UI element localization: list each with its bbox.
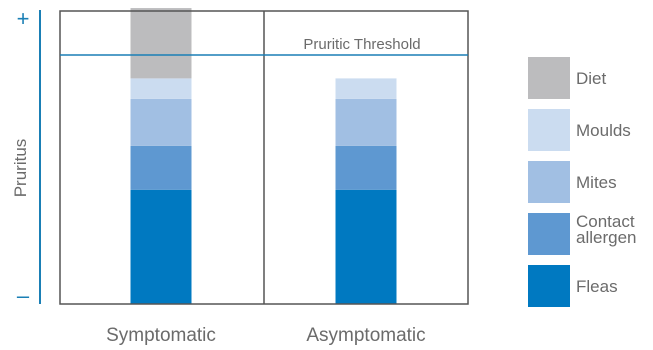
threshold-label: Pruritic Threshold bbox=[303, 36, 420, 53]
y-axis-minus-label: – bbox=[17, 283, 30, 308]
bar-segment-symptomatic-moulds bbox=[130, 78, 192, 99]
x-tick-label-symptomatic: Symptomatic bbox=[106, 325, 216, 346]
legend-label-diet: Diet bbox=[576, 69, 607, 88]
bar-segment-asymptomatic-fleas bbox=[335, 189, 397, 304]
bar-segment-symptomatic-mites bbox=[130, 98, 192, 146]
legend-swatch-mites bbox=[528, 161, 570, 203]
legend-label-mites: Mites bbox=[576, 173, 617, 192]
legend-swatch-fleas bbox=[528, 265, 570, 307]
legend-label-moulds: Moulds bbox=[576, 121, 631, 140]
bar-segment-symptomatic-fleas bbox=[130, 189, 192, 304]
y-axis-plus-label: + bbox=[17, 6, 30, 31]
legend-swatch-contact-allergen bbox=[528, 213, 570, 255]
legend-swatch-diet bbox=[528, 57, 570, 99]
legend: Diet Moulds Mites Contact allergen Fleas bbox=[528, 57, 637, 307]
x-axis-labels: Symptomatic Asymptomatic bbox=[106, 325, 426, 346]
bar-segment-symptomatic-contact-allergen bbox=[130, 145, 192, 190]
legend-label-contact-allergen: Contact allergen bbox=[576, 212, 637, 247]
x-tick-label-asymptomatic: Asymptomatic bbox=[306, 325, 425, 346]
bar-segment-symptomatic-diet bbox=[130, 8, 192, 79]
y-axis-title: Pruritus bbox=[11, 139, 30, 198]
bar-segment-asymptomatic-contact-allergen bbox=[335, 145, 397, 190]
bar-segment-asymptomatic-mites bbox=[335, 98, 397, 146]
legend-swatch-moulds bbox=[528, 109, 570, 151]
bars-layer bbox=[130, 8, 397, 304]
legend-label-fleas: Fleas bbox=[576, 277, 618, 296]
bar-segment-asymptomatic-moulds bbox=[335, 78, 397, 99]
